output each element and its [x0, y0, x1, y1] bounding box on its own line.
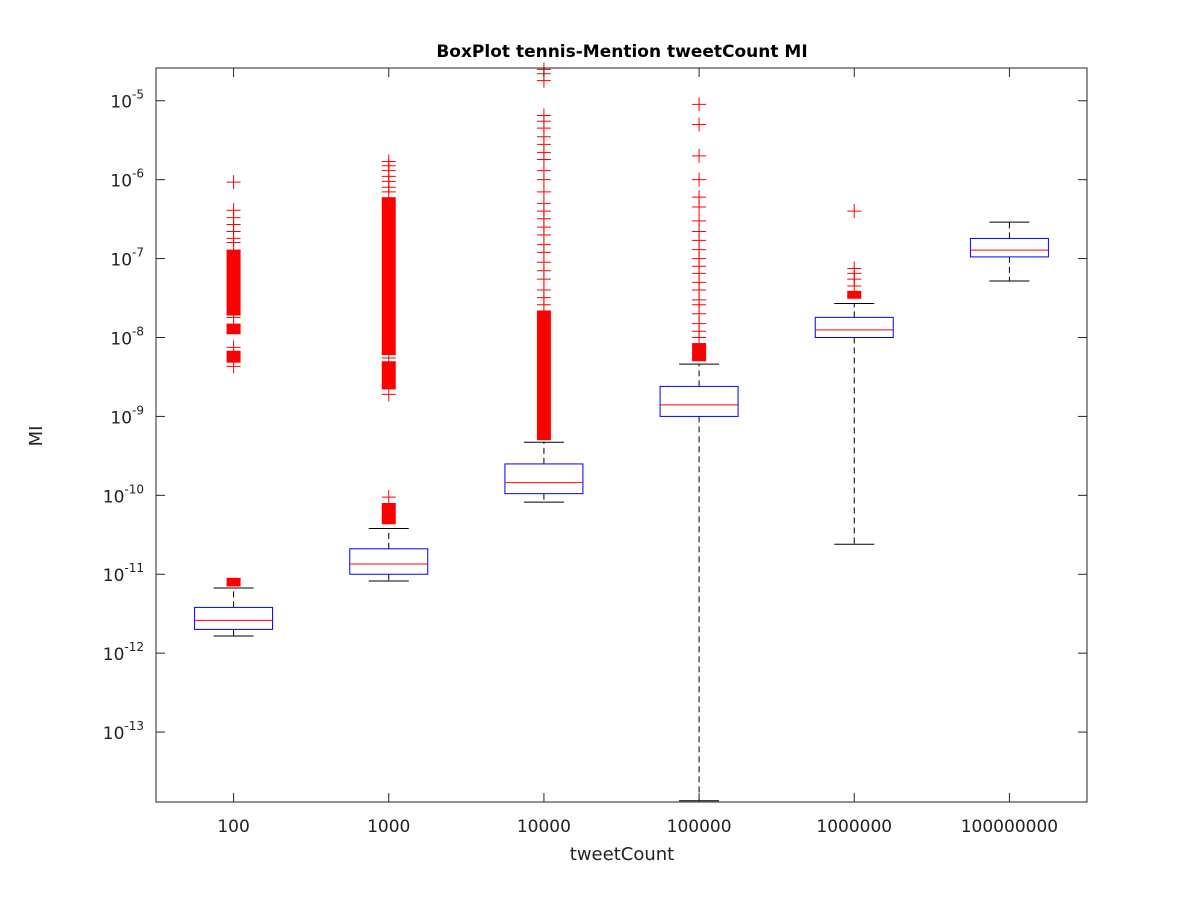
outlier-cluster — [226, 350, 241, 363]
x-tick-label: 100000 — [667, 817, 732, 837]
x-tick-label: 100000000 — [961, 817, 1058, 837]
outlier-point — [381, 350, 396, 365]
y-tick-label: 10-5 — [110, 88, 144, 113]
x-tick-label: 1000 — [367, 817, 410, 837]
outlier-point — [536, 184, 551, 199]
outlier-cluster — [226, 323, 241, 335]
outlier-cluster — [226, 577, 241, 587]
box-group-100 — [194, 175, 274, 637]
outlier-point — [226, 203, 241, 218]
outlier-cluster — [536, 310, 551, 441]
box-iqr — [194, 606, 274, 630]
box-group-1000 — [349, 154, 429, 582]
chart-title: BoxPlot tennis-Mention tweetCount MI — [436, 42, 807, 62]
outlier-cluster — [381, 502, 396, 525]
outlier-cluster — [381, 197, 396, 356]
outlier-point — [692, 213, 707, 228]
outlier-point — [692, 117, 707, 132]
box-group-100000000 — [969, 221, 1049, 282]
y-tick-label: 10-6 — [110, 167, 144, 192]
y-tick-label: 10-7 — [110, 246, 144, 271]
box-iqr — [969, 237, 1049, 258]
plot-area — [156, 68, 1087, 802]
box-group-100000 — [659, 97, 739, 802]
outlier-point — [381, 490, 396, 505]
x-tick-label: 10000 — [517, 817, 571, 837]
outlier-point — [226, 175, 241, 190]
y-axis-label: MI — [26, 426, 47, 447]
outlier-point — [692, 148, 707, 163]
chart-axes: 10-13 10-12 10-11 10-10 10-9 10-8 10-7 10-6 10-5… — [103, 68, 1087, 837]
outlier-point — [381, 387, 396, 402]
outlier-point — [692, 97, 707, 112]
y-tick-label: 10-13 — [103, 719, 144, 744]
outlier-point — [381, 154, 396, 169]
x-tick-label: 100 — [217, 817, 249, 837]
box-iqr — [504, 463, 584, 495]
outlier-cluster — [692, 343, 707, 362]
y-tick-label: 10-9 — [110, 403, 144, 428]
box-iqr — [349, 548, 429, 575]
outlier-point — [536, 108, 551, 123]
y-tick-label: 10-8 — [110, 324, 144, 349]
outlier-cluster — [381, 361, 396, 390]
plot-frame — [155, 67, 1088, 803]
outlier-point — [226, 340, 241, 355]
box-group-1000000 — [814, 204, 894, 545]
outlier-point — [226, 310, 241, 325]
box-iqr — [659, 385, 739, 417]
outlier-point — [847, 204, 862, 219]
outlier-point — [847, 261, 862, 276]
y-tick-label: 10-10 — [103, 482, 144, 507]
outlier-point — [692, 190, 707, 205]
outlier-point — [692, 172, 707, 187]
outlier-cluster — [847, 290, 862, 299]
x-tick-label: 1000000 — [816, 817, 892, 837]
outlier-cluster — [226, 249, 241, 316]
y-tick-label: 10-12 — [103, 640, 144, 665]
chart-marks — [194, 62, 1049, 802]
y-tick-label: 10-11 — [103, 561, 144, 586]
box-iqr — [814, 316, 894, 338]
x-axis-label: tweetCount — [570, 844, 674, 865]
outlier-point — [226, 359, 241, 374]
